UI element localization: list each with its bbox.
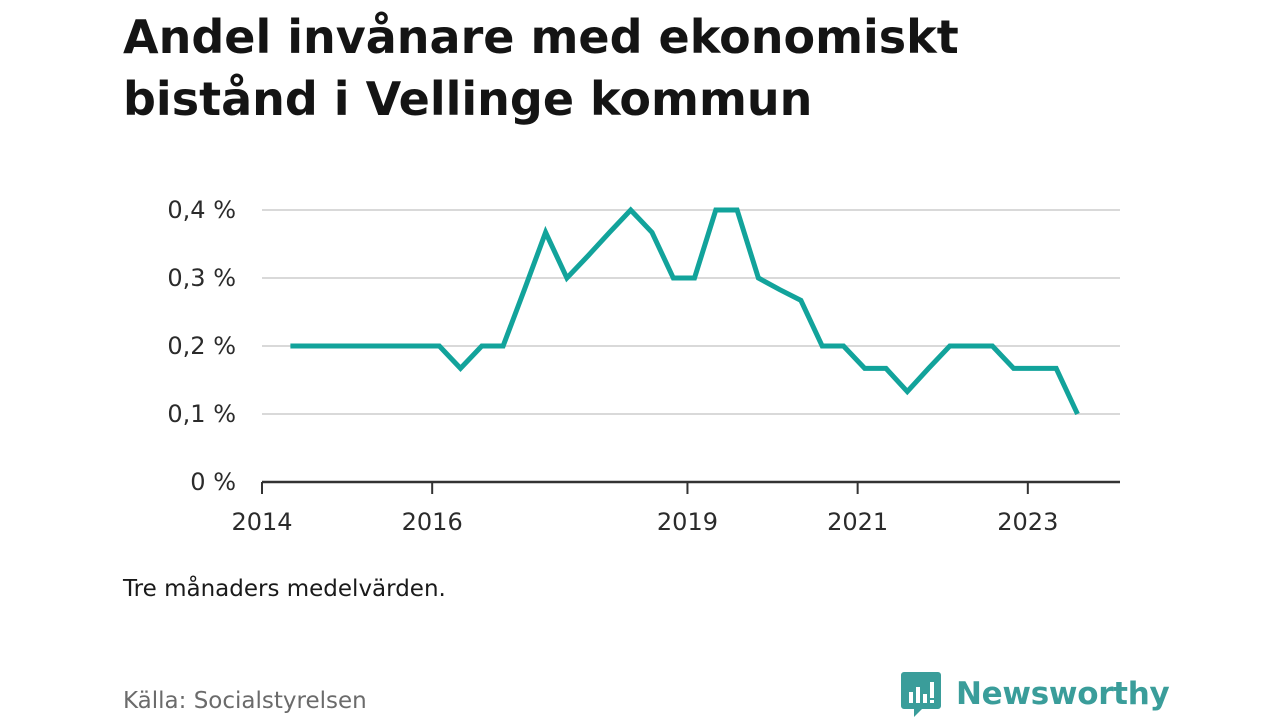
series-line [290,206,1080,416]
x-axis: 2014 2016 2019 2021 2023 [231,480,1120,536]
brand-logo: Newsworthy [900,670,1170,718]
y-tick-label: 0,1 % [167,400,236,428]
y-axis: 0 % 0,1 % 0,2 % 0,3 % 0,4 % [167,196,236,496]
y-tick-label: 0,2 % [167,332,236,360]
x-tick-label: 2021 [827,508,888,536]
y-tick-label: 0,3 % [167,264,236,292]
source-label: Källa: Socialstyrelsen [123,688,367,714]
gridlines [262,209,1120,415]
y-tick-label: 0,4 % [167,196,236,224]
newsworthy-logo-icon [901,672,941,717]
chart-note: Tre månaders medelvärden. [123,576,446,602]
x-tick-label: 2023 [997,508,1058,536]
y-tick-label: 0 % [190,468,236,496]
x-tick-label: 2019 [657,508,718,536]
x-tick-label: 2016 [402,508,463,536]
chart-title: Andel invånare med ekonomiskt bistånd i … [123,10,959,126]
brand-name: Newsworthy [956,676,1170,712]
series [290,206,1080,416]
x-tick-label: 2014 [231,508,292,536]
